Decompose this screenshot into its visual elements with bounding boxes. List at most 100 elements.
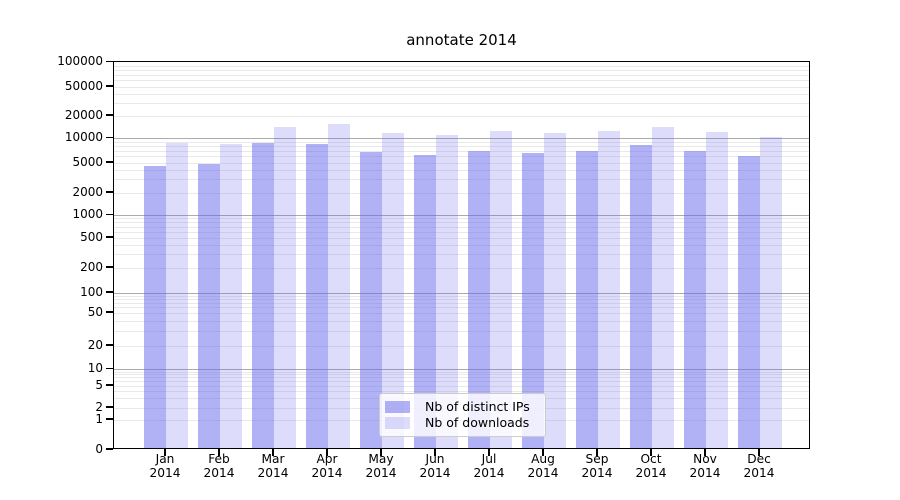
bar-distinct-ips bbox=[414, 154, 436, 448]
x-tick-label: Jul 2014 bbox=[473, 452, 505, 480]
x-tick-label: Mar 2014 bbox=[257, 452, 289, 480]
x-tick-mark bbox=[434, 449, 436, 456]
y-gridline-minor bbox=[114, 231, 809, 233]
bar-distinct-ips bbox=[360, 151, 382, 448]
y-tick-label: 1000 bbox=[72, 207, 103, 221]
y-gridline-minor bbox=[114, 69, 809, 71]
y-tick-label: 5000 bbox=[72, 154, 103, 169]
x-tick-label: Feb 2014 bbox=[203, 452, 235, 480]
bar-distinct-ips bbox=[306, 144, 328, 448]
y-gridline-minor bbox=[114, 381, 809, 383]
bar-downloads bbox=[274, 126, 296, 448]
bar-distinct-ips bbox=[198, 164, 220, 448]
x-tick-mark bbox=[596, 449, 598, 456]
y-gridline-minor bbox=[114, 244, 809, 246]
y-gridline-minor bbox=[114, 156, 809, 158]
y-tick-mark bbox=[106, 136, 113, 139]
y-gridline-minor bbox=[114, 65, 809, 67]
legend-swatch bbox=[385, 417, 410, 429]
x-tick-label: Dec 2014 bbox=[743, 452, 775, 480]
y-gridline-minor bbox=[114, 93, 809, 95]
y-tick-label: 2 bbox=[95, 399, 103, 414]
y-gridline-minor bbox=[114, 192, 809, 194]
y-gridline-minor bbox=[114, 254, 809, 256]
y-gridline-minor bbox=[114, 102, 809, 104]
y-tick-label: 2000 bbox=[72, 184, 103, 199]
bar-downloads bbox=[382, 132, 404, 448]
y-tick-label: 20 bbox=[87, 337, 103, 352]
bar-downloads bbox=[760, 136, 782, 448]
y-gridline-major bbox=[114, 369, 809, 370]
bar-downloads bbox=[706, 132, 728, 448]
y-tick-mark bbox=[106, 418, 113, 420]
y-tick-mark bbox=[106, 291, 113, 293]
y-gridline-minor bbox=[114, 222, 809, 224]
x-tick-label: Jun 2014 bbox=[419, 452, 451, 480]
bar-distinct-ips bbox=[144, 165, 166, 448]
bar-distinct-ips bbox=[252, 143, 274, 448]
x-tick-mark bbox=[272, 449, 274, 456]
y-tick-label: 200 bbox=[80, 259, 103, 274]
y-gridline-minor bbox=[114, 267, 809, 269]
y-tick-label: 100000 bbox=[57, 54, 103, 68]
x-tick-label: Nov 2014 bbox=[689, 452, 721, 480]
y-tick-label: 10000 bbox=[64, 130, 103, 144]
x-tick-label: Apr 2014 bbox=[311, 452, 343, 480]
y-gridline-minor bbox=[114, 307, 809, 309]
bar-downloads bbox=[220, 144, 242, 448]
y-tick-label: 100 bbox=[80, 284, 103, 299]
x-tick-label: Oct 2014 bbox=[635, 452, 667, 480]
y-gridline-minor bbox=[114, 218, 809, 220]
y-tick-mark bbox=[106, 367, 113, 370]
y-gridline-minor bbox=[114, 371, 809, 373]
y-gridline-major bbox=[114, 138, 809, 139]
y-tick-label: 10 bbox=[87, 361, 103, 375]
y-tick-mark bbox=[106, 311, 113, 313]
y-tick-mark bbox=[106, 191, 113, 193]
x-tick-label: May 2014 bbox=[365, 452, 397, 480]
y-gridline-minor bbox=[114, 298, 809, 300]
y-gridline-major bbox=[114, 292, 809, 294]
y-gridline-minor bbox=[114, 320, 809, 322]
y-tick-mark bbox=[106, 60, 113, 63]
x-tick-mark bbox=[164, 449, 166, 456]
y-gridline-minor bbox=[114, 80, 809, 82]
plot-area bbox=[113, 61, 810, 449]
y-gridline-minor bbox=[114, 374, 809, 376]
y-tick-label: 50 bbox=[87, 304, 103, 319]
y-tick-mark bbox=[106, 85, 113, 87]
chart-title: annotate 2014 bbox=[406, 31, 517, 49]
y-tick-mark bbox=[106, 406, 113, 408]
y-tick-mark bbox=[106, 344, 113, 346]
legend-item: Nb of downloads bbox=[385, 415, 538, 431]
y-gridline-minor bbox=[114, 115, 809, 117]
x-tick-mark bbox=[488, 449, 490, 456]
y-gridline-minor bbox=[114, 150, 809, 152]
legend-item: Nb of distinct IPs bbox=[385, 399, 538, 415]
y-tick-label: 0 bbox=[95, 441, 103, 456]
y-gridline-minor bbox=[114, 390, 809, 392]
y-gridline-minor bbox=[114, 145, 809, 147]
y-gridline-minor bbox=[114, 385, 809, 387]
y-gridline-minor bbox=[114, 162, 809, 164]
bar-distinct-ips bbox=[576, 150, 598, 448]
y-gridline-minor bbox=[114, 302, 809, 304]
x-tick-mark bbox=[218, 449, 220, 456]
bar-downloads bbox=[598, 131, 620, 448]
y-tick-mark bbox=[106, 114, 113, 116]
bar-distinct-ips bbox=[630, 145, 652, 448]
y-tick-mark bbox=[106, 161, 113, 163]
y-tick-label: 20000 bbox=[64, 107, 103, 122]
y-tick-label: 50000 bbox=[64, 78, 103, 93]
y-gridline-minor bbox=[114, 179, 809, 181]
y-gridline-minor bbox=[114, 237, 809, 239]
bar-distinct-ips bbox=[522, 152, 544, 448]
x-tick-mark bbox=[758, 449, 760, 456]
x-tick-mark bbox=[650, 449, 652, 456]
legend-swatch bbox=[385, 401, 410, 413]
legend-label: Nb of downloads bbox=[425, 415, 530, 430]
y-tick-mark bbox=[106, 213, 113, 216]
x-tick-mark bbox=[542, 449, 544, 456]
y-tick-mark bbox=[106, 266, 113, 268]
